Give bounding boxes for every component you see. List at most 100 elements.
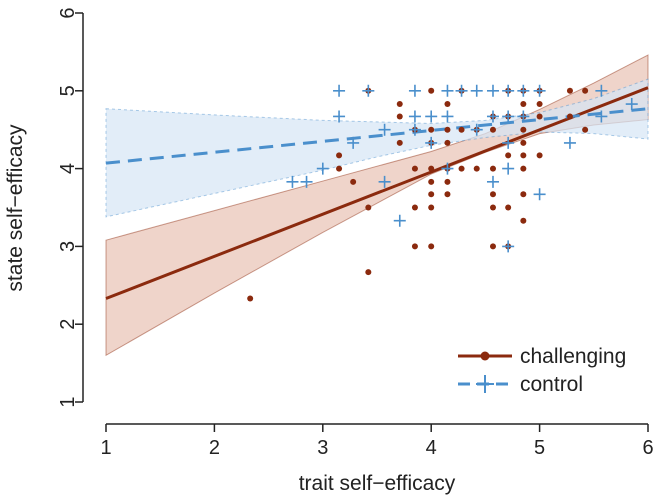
data-point-control [486, 175, 499, 188]
data-point-control [517, 110, 530, 123]
data-point-control [470, 123, 483, 136]
y-tick-label: 3 [57, 241, 79, 252]
legend: challenging control [458, 345, 626, 396]
fit-line-control [105, 107, 649, 165]
data-point-challenging [520, 126, 527, 133]
data-point-control [441, 110, 454, 123]
data-point-control [347, 136, 360, 149]
data-point-challenging [520, 217, 527, 224]
data-point-control [378, 175, 391, 188]
x-tick-label: 6 [642, 437, 653, 459]
y-ticks: 1 2 3 4 5 6 [57, 7, 83, 408]
y-tick-label: 4 [57, 163, 79, 174]
data-point-challenging [444, 101, 451, 108]
data-point-challenging [365, 269, 372, 276]
data-point-challenging [489, 204, 496, 211]
data-point-challenging [444, 178, 451, 185]
data-point-challenging [428, 87, 435, 94]
data-point-control [425, 136, 438, 149]
x-tick-label: 5 [534, 437, 545, 459]
data-point-control [286, 175, 299, 188]
data-point-control [486, 84, 499, 97]
data-point-control [533, 188, 546, 201]
data-point-challenging [428, 204, 435, 211]
y-tick-label: 1 [57, 396, 79, 407]
data-point-challenging [582, 87, 589, 94]
x-tick-label: 4 [426, 437, 437, 459]
data-point-control [595, 84, 608, 97]
data-point-control [441, 162, 454, 175]
data-point-control [378, 123, 391, 136]
data-point-challenging [505, 204, 512, 211]
data-point-control [425, 110, 438, 123]
data-point-challenging [489, 243, 496, 250]
legend-label-control: control [520, 373, 583, 396]
x-tick-label: 3 [317, 437, 328, 459]
data-point-control [333, 84, 346, 97]
data-point-challenging [505, 152, 512, 159]
data-point-challenging [396, 139, 403, 146]
data-point-control [300, 175, 313, 188]
data-point-challenging [473, 165, 480, 172]
data-point-challenging [536, 101, 543, 108]
data-point-challenging [520, 101, 527, 108]
data-point-control [486, 110, 499, 123]
data-point-control [502, 136, 515, 149]
data-point-control [408, 110, 421, 123]
data-point-control [441, 84, 454, 97]
data-points [247, 84, 638, 302]
data-point-control [502, 84, 515, 97]
data-point-challenging [428, 178, 435, 185]
data-point-control [517, 84, 530, 97]
data-point-control [362, 84, 375, 97]
data-point-challenging [411, 165, 418, 172]
data-point-challenging [411, 204, 418, 211]
data-point-control [533, 84, 546, 97]
y-axis-title: state self−efficacy [4, 124, 27, 292]
x-axis-title: trait self−efficacy [299, 472, 456, 495]
data-point-control [408, 123, 421, 136]
y-tick-label: 2 [57, 319, 79, 330]
data-point-control [408, 84, 421, 97]
confidence-bands [105, 54, 649, 357]
data-point-challenging [520, 191, 527, 198]
data-point-control [625, 98, 638, 111]
y-tick-label: 6 [57, 7, 79, 18]
data-point-challenging [458, 126, 465, 133]
data-point-challenging [566, 113, 573, 120]
legend-marker-challenging [480, 351, 490, 361]
data-point-challenging [365, 204, 372, 211]
x-tick-label: 2 [209, 437, 220, 459]
data-point-control [502, 162, 515, 175]
data-point-challenging [444, 139, 451, 146]
data-point-challenging [536, 113, 543, 120]
data-point-challenging [489, 165, 496, 172]
data-point-challenging [247, 295, 254, 302]
data-point-challenging [350, 178, 357, 185]
data-point-challenging [520, 165, 527, 172]
data-point-control [316, 162, 329, 175]
data-point-challenging [336, 152, 343, 159]
data-point-control [563, 136, 576, 149]
data-point-challenging [582, 126, 589, 133]
data-point-control [455, 84, 468, 97]
data-point-challenging [520, 139, 527, 146]
data-point-challenging [411, 243, 418, 250]
data-point-control [595, 110, 608, 123]
fit-line-challenging [105, 86, 649, 300]
data-point-challenging [536, 152, 543, 159]
data-point-control [502, 240, 515, 253]
axes: 1 2 3 4 5 6 1 2 3 4 5 6 [57, 7, 654, 459]
confidence-band-challenging [105, 54, 649, 357]
y-tick-label: 5 [57, 85, 79, 96]
x-ticks: 1 2 3 4 5 6 [100, 424, 654, 459]
data-point-challenging [396, 113, 403, 120]
data-point-challenging [489, 126, 496, 133]
data-point-challenging [428, 165, 435, 172]
x-tick-label: 1 [100, 437, 111, 459]
data-point-control [333, 110, 346, 123]
fit-lines [105, 86, 649, 300]
data-point-challenging [566, 87, 573, 94]
data-point-challenging [458, 165, 465, 172]
